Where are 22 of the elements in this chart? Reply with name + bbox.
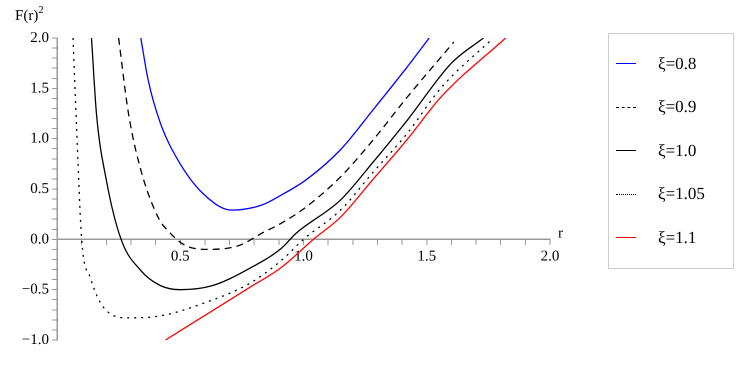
x-tick-label: 1.0 xyxy=(294,248,313,264)
y-tick-label: −1.0 xyxy=(22,332,49,348)
line-series xyxy=(90,38,484,290)
legend-label: ξ=1.05 xyxy=(658,184,705,204)
line-series xyxy=(72,38,494,319)
y-tick-label: 1.5 xyxy=(30,80,49,96)
legend-label: ξ=0.8 xyxy=(658,54,696,74)
legend-label: ξ=1.0 xyxy=(658,140,696,161)
x-tick-label: 0.5 xyxy=(170,248,190,264)
y-tick-label: 2.0 xyxy=(30,30,49,46)
legend-label: ξ=0.9 xyxy=(658,97,696,118)
y-tick-label: 0.5 xyxy=(30,180,49,197)
x-axis-title: r xyxy=(558,225,563,242)
y-tick-label: 1.0 xyxy=(30,130,49,147)
x-tick-label: 1.5 xyxy=(417,248,436,264)
x-tick-label: 2.0 xyxy=(540,248,560,264)
line-series xyxy=(118,38,455,250)
y-tick-label: −0.5 xyxy=(22,282,49,298)
y-tick-label: 0.0 xyxy=(30,231,49,248)
line-series xyxy=(164,38,506,340)
legend-label: ξ=1.1 xyxy=(658,228,696,248)
line-series xyxy=(140,38,430,211)
